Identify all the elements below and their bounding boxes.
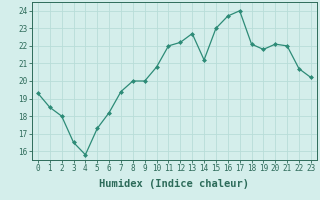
X-axis label: Humidex (Indice chaleur): Humidex (Indice chaleur) [100,179,249,189]
